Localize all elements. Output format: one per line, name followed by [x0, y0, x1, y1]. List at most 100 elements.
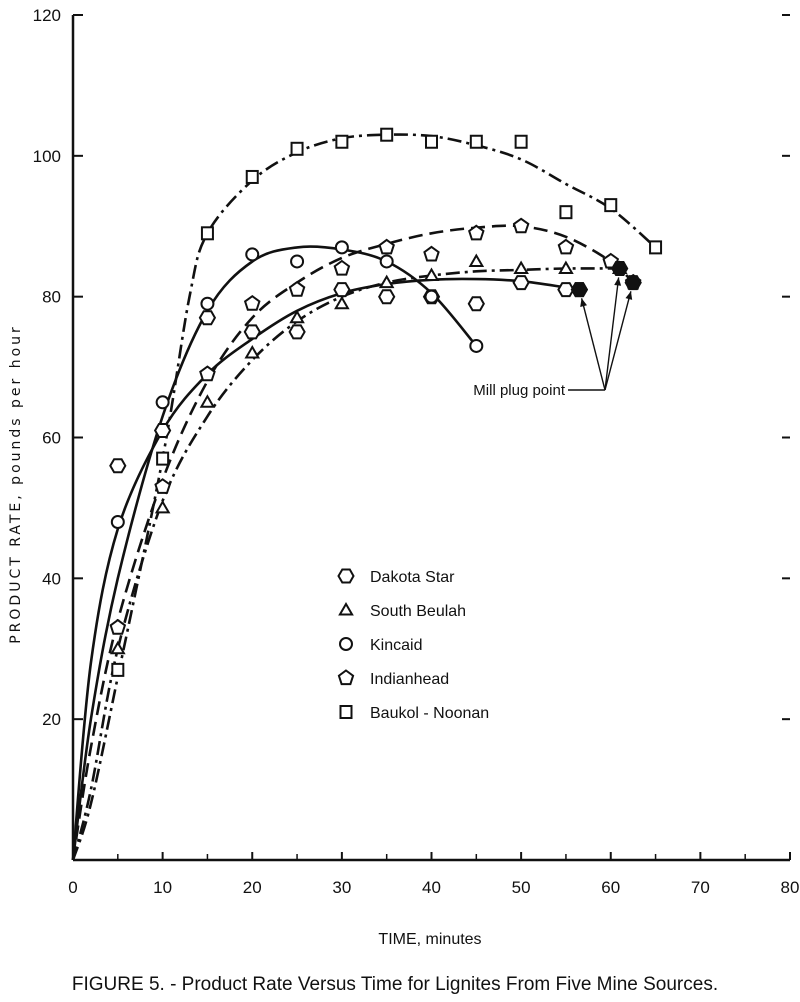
x-tick-label: 40 — [422, 878, 441, 897]
data-point-dakota-star — [109, 458, 127, 474]
legend-marker-baukol-noonan — [339, 705, 353, 719]
annotation-arrow — [604, 277, 620, 391]
y-tick-label: 120 — [33, 6, 61, 25]
data-point-south-beulah — [244, 344, 261, 359]
data-point-baukol-noonan — [469, 134, 483, 149]
legend: Dakota Star South Beulah Kincaid Indianhead… — [337, 568, 489, 722]
x-tick-label: 20 — [243, 878, 262, 897]
data-point-south-beulah — [513, 260, 529, 274]
x-tick-label: 70 — [691, 878, 710, 897]
data-point-baukol-noonan — [425, 134, 438, 149]
mill-plug-marker — [570, 282, 589, 298]
data-point-dakota-star — [333, 282, 351, 298]
data-point-baukol-noonan — [649, 240, 663, 255]
data-point-kincaid — [290, 254, 305, 269]
legend-label-south-beulah: South Beulah — [370, 603, 466, 620]
data-point-kincaid — [379, 254, 394, 269]
data-point-indianhead — [288, 280, 306, 297]
data-point-south-beulah — [199, 394, 216, 408]
data-point-indianhead — [333, 259, 351, 276]
mill-plug-annotation: Mill plug point — [473, 261, 642, 399]
data-point-dakota-star — [288, 324, 306, 340]
data-point-indianhead — [243, 294, 261, 311]
x-tick-label: 80 — [781, 878, 800, 897]
data-point-south-beulah — [110, 640, 126, 655]
data-point-south-beulah — [423, 267, 440, 281]
x-tick-label: 30 — [332, 878, 351, 897]
data-point-indianhead — [378, 238, 395, 255]
legend-marker-south-beulah — [338, 602, 354, 616]
data-point-kincaid — [245, 247, 260, 262]
data-point-dakota-star — [512, 275, 530, 291]
legend-label-dakota-star: Dakota Star — [370, 569, 455, 586]
data-point-indianhead — [199, 365, 216, 382]
data-point-dakota-star — [378, 289, 396, 305]
y-tick-label: 60 — [42, 429, 61, 448]
data-point-baukol-noonan — [156, 451, 170, 466]
legend-marker-dakota-star — [337, 568, 355, 584]
x-axis-title: TIME, minutes — [378, 931, 481, 948]
y-tick-label: 20 — [42, 710, 61, 729]
data-point-indianhead — [557, 238, 575, 255]
data-point-kincaid — [469, 338, 484, 353]
legend-label-kincaid: Kincaid — [370, 637, 422, 654]
data-point-dakota-star — [198, 310, 217, 326]
annotation-arrowhead — [580, 298, 587, 307]
data-point-baukol-noonan — [290, 141, 304, 156]
data-point-kincaid — [200, 296, 215, 311]
data-point-baukol-noonan — [245, 169, 259, 184]
x-tick-label: 50 — [512, 878, 531, 897]
series-markers — [109, 127, 663, 677]
data-point-dakota-star — [557, 282, 575, 298]
data-point-indianhead — [468, 224, 485, 241]
y-axis-title: PRODUCT RATE, pounds per hour — [8, 324, 24, 644]
data-point-dakota-star — [243, 324, 261, 340]
data-point-kincaid — [334, 240, 349, 255]
y-tick-label: 40 — [42, 569, 61, 588]
data-point-indianhead — [154, 478, 171, 494]
annotation-arrowhead — [625, 291, 633, 300]
annotation-arrowhead — [614, 277, 622, 286]
y-tick-label: 100 — [33, 147, 61, 166]
data-point-indianhead — [109, 618, 127, 635]
y-tick-label: 80 — [42, 288, 61, 307]
data-point-dakota-star — [467, 296, 485, 312]
series-line-dakota-star — [71, 277, 580, 861]
x-tick-label: 60 — [601, 878, 620, 897]
data-point-baukol-noonan — [604, 198, 618, 213]
data-point-baukol-noonan — [514, 134, 528, 149]
data-point-indianhead — [512, 217, 530, 234]
figure-caption: FIGURE 5. - Product Rate Versus Time for… — [72, 974, 718, 995]
data-point-baukol-noonan — [111, 662, 125, 677]
data-point-baukol-noonan — [380, 127, 394, 142]
data-point-south-beulah — [154, 499, 171, 514]
mill-plug-marker — [611, 261, 629, 276]
data-point-indianhead — [423, 245, 440, 262]
series-line-south-beulah — [71, 267, 620, 861]
legend-marker-indianhead — [337, 669, 355, 686]
data-point-south-beulah — [334, 295, 350, 310]
x-tick-label: 10 — [153, 878, 172, 897]
data-point-south-beulah — [558, 260, 574, 274]
mill-plug-marker — [624, 275, 642, 291]
x-tick-label: 0 — [68, 878, 77, 897]
data-point-kincaid — [110, 515, 125, 529]
data-point-baukol-noonan — [559, 205, 573, 220]
legend-marker-kincaid — [339, 637, 353, 651]
series-line-baukol-noonan — [71, 133, 657, 861]
data-point-dakota-star — [153, 423, 172, 438]
annotation-arrow — [580, 298, 606, 391]
legend-label-indianhead: Indianhead — [370, 671, 449, 688]
axes: 20 40 60 80 100 120 0 10 20 30 40 50 60 70 80 — [33, 6, 800, 897]
series-line-indianhead — [71, 224, 635, 861]
data-point-south-beulah — [468, 253, 485, 267]
data-point-baukol-noonan — [335, 134, 349, 149]
annotation-arrow — [604, 291, 632, 391]
data-point-baukol-noonan — [200, 226, 214, 241]
data-point-south-beulah — [378, 274, 395, 289]
annotation-label: Mill plug point — [473, 382, 566, 399]
data-point-kincaid — [155, 395, 170, 410]
legend-label-baukol-noonan: Baukol - Noonan — [370, 705, 489, 722]
data-point-kincaid — [424, 289, 439, 304]
